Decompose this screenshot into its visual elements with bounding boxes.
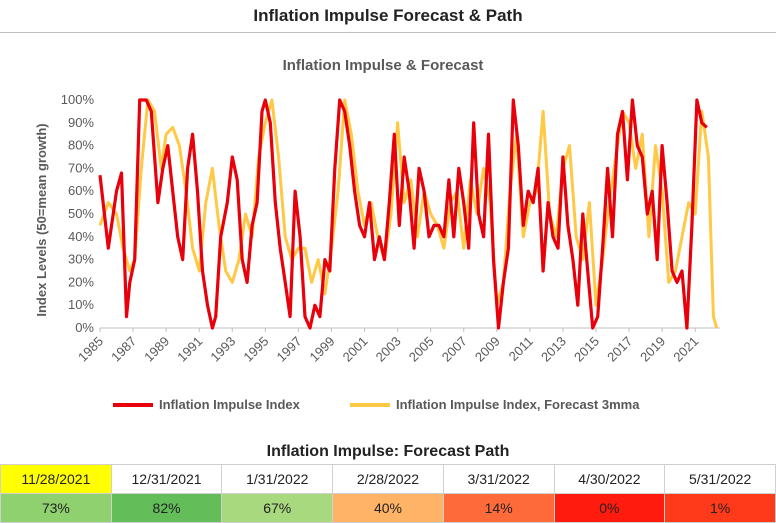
x-tick-label: 1995 [240, 334, 271, 365]
y-tick-label: 20% [68, 274, 94, 289]
x-tick-label: 2005 [406, 334, 437, 365]
forecast-value-cell: 73% [0, 493, 112, 523]
forecast-date-cell: 12/31/2021 [110, 464, 223, 494]
y-tick-label: 90% [68, 115, 94, 130]
legend-label: Inflation Impulse Index, Forecast 3mma [396, 397, 640, 412]
y-tick-label: 100% [61, 92, 95, 107]
forecast-path-table: 11/28/2021 12/31/2021 1/31/2022 2/28/2022 3/… [0, 464, 776, 523]
y-tick-label: 60% [68, 183, 94, 198]
forecast-value-cell: 0% [553, 493, 666, 523]
x-tick-label: 2021 [670, 334, 701, 365]
x-tick-label: 1997 [273, 334, 304, 365]
line-chart: Inflation Impulse & Forecast Index Level… [34, 57, 720, 412]
forecast-value-cell: 82% [110, 493, 223, 523]
x-tick-label: 1993 [207, 334, 238, 365]
x-tick-label: 2009 [472, 334, 503, 365]
y-tick-label: 70% [68, 160, 94, 175]
x-tick-label: 1989 [141, 334, 172, 365]
y-tick-label: 30% [68, 252, 94, 267]
y-tick-label: 40% [68, 229, 94, 244]
y-tick-label: 50% [68, 206, 94, 221]
y-tick-label: 80% [68, 138, 94, 153]
forecast-value-cell: 1% [664, 493, 776, 523]
legend-label: Inflation Impulse Index [159, 397, 301, 412]
forecast-values-row: 73% 82% 67% 40% 14% 0% 1% [0, 493, 776, 523]
y-axis-label: Index Levels (50=mean growth) [34, 123, 49, 316]
forecast-dates-row: 11/28/2021 12/31/2021 1/31/2022 2/28/2022 3/… [0, 464, 776, 494]
forecast-date-cell: 5/31/2022 [664, 464, 776, 494]
forecast-date-cell: 4/30/2022 [553, 464, 666, 494]
y-tick-label: 0% [75, 320, 94, 335]
forecast-value-cell: 14% [442, 493, 555, 523]
x-tick-label: 2007 [439, 334, 470, 365]
x-tick-label: 2013 [538, 334, 569, 365]
x-tick-label: 2011 [506, 334, 536, 364]
forecast-date-cell: 3/31/2022 [442, 464, 555, 494]
x-tick-label: 1987 [108, 334, 139, 365]
page-title: Inflation Impulse Forecast & Path [0, 0, 776, 33]
forecast-date-cell: 1/31/2022 [221, 464, 334, 494]
x-tick-label: 2019 [637, 334, 668, 365]
chart-title: Inflation Impulse & Forecast [283, 57, 484, 74]
series-line-inflation-impulse [98, 98, 708, 330]
forecast-date-cell: 11/28/2021 [0, 464, 112, 494]
x-tick-label: 2017 [604, 334, 635, 365]
x-tick-label: 1985 [75, 334, 106, 365]
forecast-value-cell: 40% [332, 493, 444, 523]
x-tick-label: 1999 [307, 334, 338, 365]
x-tick-label: 2003 [373, 334, 404, 365]
x-tick-label: 2015 [571, 334, 602, 365]
forecast-date-cell: 2/28/2022 [332, 464, 444, 494]
x-tick-label: 2001 [340, 334, 371, 365]
forecast-value-cell: 67% [221, 493, 334, 523]
y-tick-label: 10% [68, 297, 94, 312]
forecast-path-title: Inflation Impulse: Forecast Path [266, 443, 510, 460]
x-tick-label: 1991 [174, 334, 205, 365]
